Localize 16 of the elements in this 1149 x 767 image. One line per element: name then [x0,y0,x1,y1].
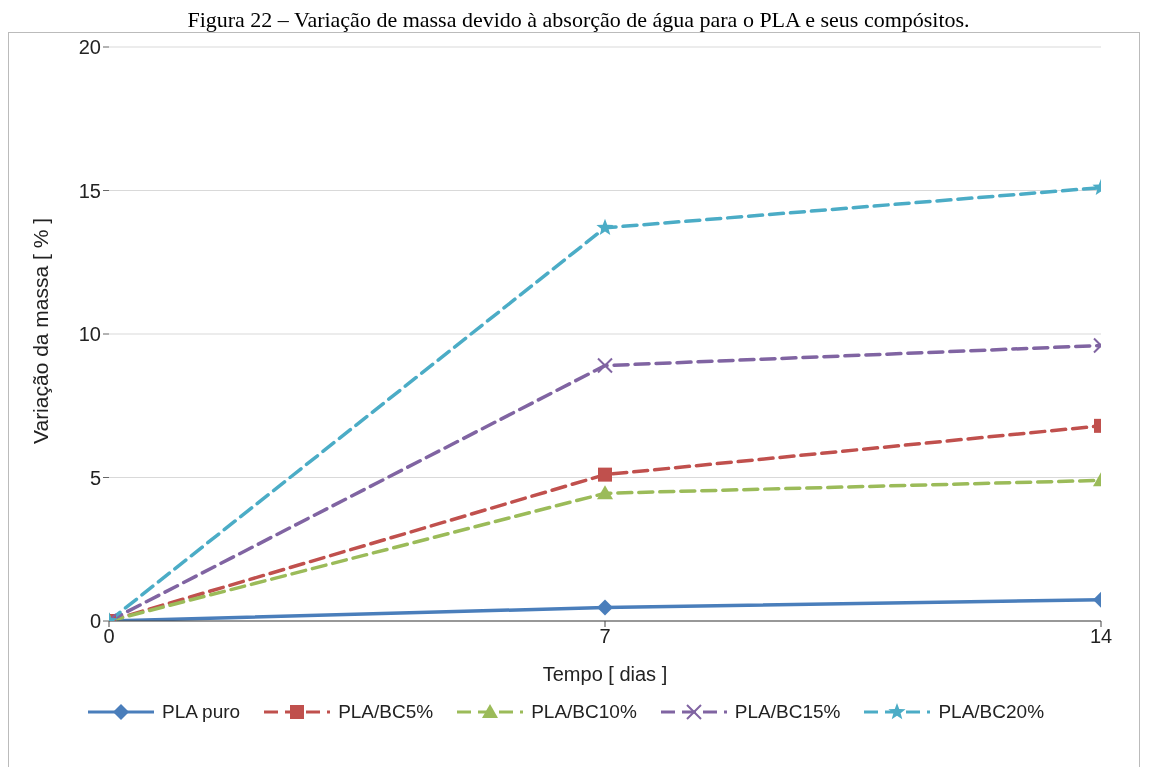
x-tick-label: 14 [1089,625,1113,648]
y-tick-label: 20 [78,36,101,59]
x-axis-title: Tempo [ dias ] [542,663,668,685]
x-tick-label: 7 [599,625,611,648]
chart-title: Figura 22 – Variação de massa devido à absorção de água para o PLA e seus compósitos. [186,7,971,32]
x-tick-label: 0 [103,625,115,648]
legend-label: PLA/BC10% [531,701,637,723]
legend-label: PLA/BC5% [338,701,434,723]
legend-label: PLA puro [161,701,241,723]
y-tick-label: 0 [89,610,101,633]
y-tick-label: 15 [78,179,101,202]
legend-label: PLA/BC15% [734,701,841,723]
legend-label: PLA/BC20% [938,701,1045,723]
y-axis-title: Variação da massa [ % ] [29,217,53,444]
y-tick-label: 5 [89,466,101,489]
y-tick-label: 10 [78,323,101,346]
